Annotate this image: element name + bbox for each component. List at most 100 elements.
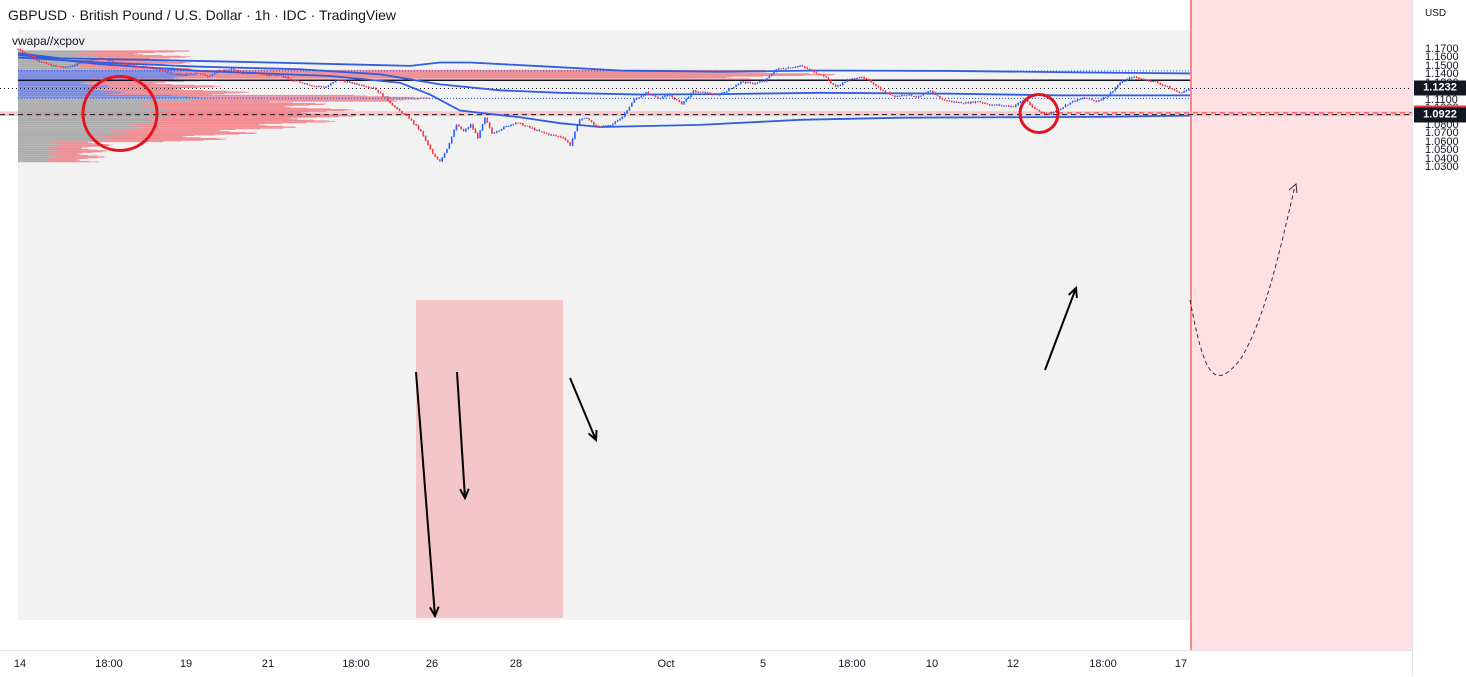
candle-body (514, 122, 517, 125)
candle-body (647, 92, 650, 95)
future-highlight-zone (1190, 0, 1412, 650)
candle-body (488, 122, 491, 128)
candle-body (891, 94, 894, 96)
candle-body (95, 58, 98, 60)
candle-body (811, 69, 813, 71)
candle-body (671, 95, 673, 98)
candle-body (860, 77, 863, 79)
highlight-circle (81, 74, 159, 152)
candle-body (29, 54, 31, 57)
candle-body (754, 83, 756, 85)
candle-body (680, 101, 683, 105)
candle-body (1074, 100, 1076, 102)
candle-body (412, 120, 415, 124)
price-label: 1.0922 (1414, 107, 1466, 123)
candle-body (732, 87, 735, 89)
candle-body (510, 124, 512, 126)
candle-body (1114, 87, 1117, 91)
candle-body (171, 73, 173, 75)
candle-body (742, 81, 745, 83)
candle-body (306, 83, 308, 85)
candle-body (820, 74, 823, 76)
candle-body (401, 111, 403, 114)
candle-body (1071, 100, 1074, 103)
candle-body (770, 74, 773, 76)
candle-body (896, 95, 899, 97)
candle-body (626, 110, 628, 114)
candle-body (341, 79, 344, 81)
candle-body (1147, 79, 1150, 81)
candle-body (782, 68, 785, 70)
price-tick: 1.0500 (1425, 144, 1459, 157)
chart-canvas[interactable] (0, 0, 1412, 650)
candle-body (1033, 107, 1036, 110)
candle-body (998, 104, 1000, 106)
candle-body (465, 128, 467, 132)
candle-body (619, 118, 621, 121)
candle-body (116, 61, 119, 63)
candle-body (197, 72, 199, 74)
candle-body (654, 95, 657, 97)
vwap-bands (17, 52, 1191, 128)
candle-body (26, 53, 29, 55)
candle-body (1093, 99, 1095, 101)
price-scale[interactable]: USD 1.17001.16001.15001.14001.13001.1200… (1412, 0, 1466, 676)
candle-body (133, 64, 135, 66)
candle-body (744, 81, 747, 84)
candle-body (19, 49, 22, 51)
candle-body (55, 65, 57, 67)
candle-body (363, 85, 365, 87)
candle-body (152, 68, 154, 70)
currency-label: USD (1425, 8, 1447, 19)
candle-body (898, 95, 901, 97)
candle-body (958, 102, 960, 104)
candle-body (142, 66, 145, 68)
chart-area[interactable]: GBPUSD · British Pound / U.S. Dollar · 1… (0, 0, 1412, 650)
candle-body (953, 101, 955, 103)
candle-body (678, 100, 681, 102)
time-scale[interactable]: 14 18:00 19 21 18:00 26 28 Oct 5 18:00 10 12 18:00 17 (0, 650, 1412, 677)
candle-body (263, 73, 266, 75)
candle-body (716, 94, 718, 96)
candle-body (415, 123, 417, 126)
candle-body (386, 97, 389, 101)
candle-body (52, 65, 55, 67)
annotations (81, 74, 1298, 619)
projection-path (1189, 185, 1296, 377)
candle-body (78, 62, 81, 64)
candle-body (40, 61, 43, 63)
candle-body (1100, 99, 1102, 101)
candle-body (330, 83, 332, 86)
candle-body (875, 84, 877, 87)
price-tick: 1.1700 (1425, 43, 1459, 55)
candle-body (1164, 85, 1166, 87)
candle-body (917, 96, 920, 98)
vwap-lower-band (17, 54, 1191, 128)
candle-body (180, 74, 183, 76)
candle-body (1161, 84, 1164, 86)
candle-body (1131, 77, 1133, 79)
candle-body (664, 95, 666, 97)
vwap-upper-band (17, 52, 1191, 75)
candle-body (699, 91, 702, 93)
candle-body (1142, 79, 1145, 81)
candle-body (723, 92, 726, 94)
candle-body (382, 93, 384, 97)
candle-body (832, 83, 835, 85)
candle-body (841, 82, 844, 85)
candle-body (1062, 107, 1064, 109)
candle-body (827, 77, 830, 81)
candle-body (1119, 82, 1121, 86)
candle-body (932, 90, 934, 93)
candles (17, 48, 1190, 163)
candle-body (946, 100, 948, 102)
candle-body (1173, 89, 1176, 91)
candle-body (815, 72, 818, 74)
candle-body (74, 65, 76, 67)
candle-body (794, 67, 797, 69)
candle-body (64, 66, 67, 68)
indicator-label[interactable]: vwapa//xcpov (12, 34, 85, 48)
candle-body (616, 120, 619, 122)
candle-body (562, 137, 564, 139)
candle-body (372, 87, 375, 89)
